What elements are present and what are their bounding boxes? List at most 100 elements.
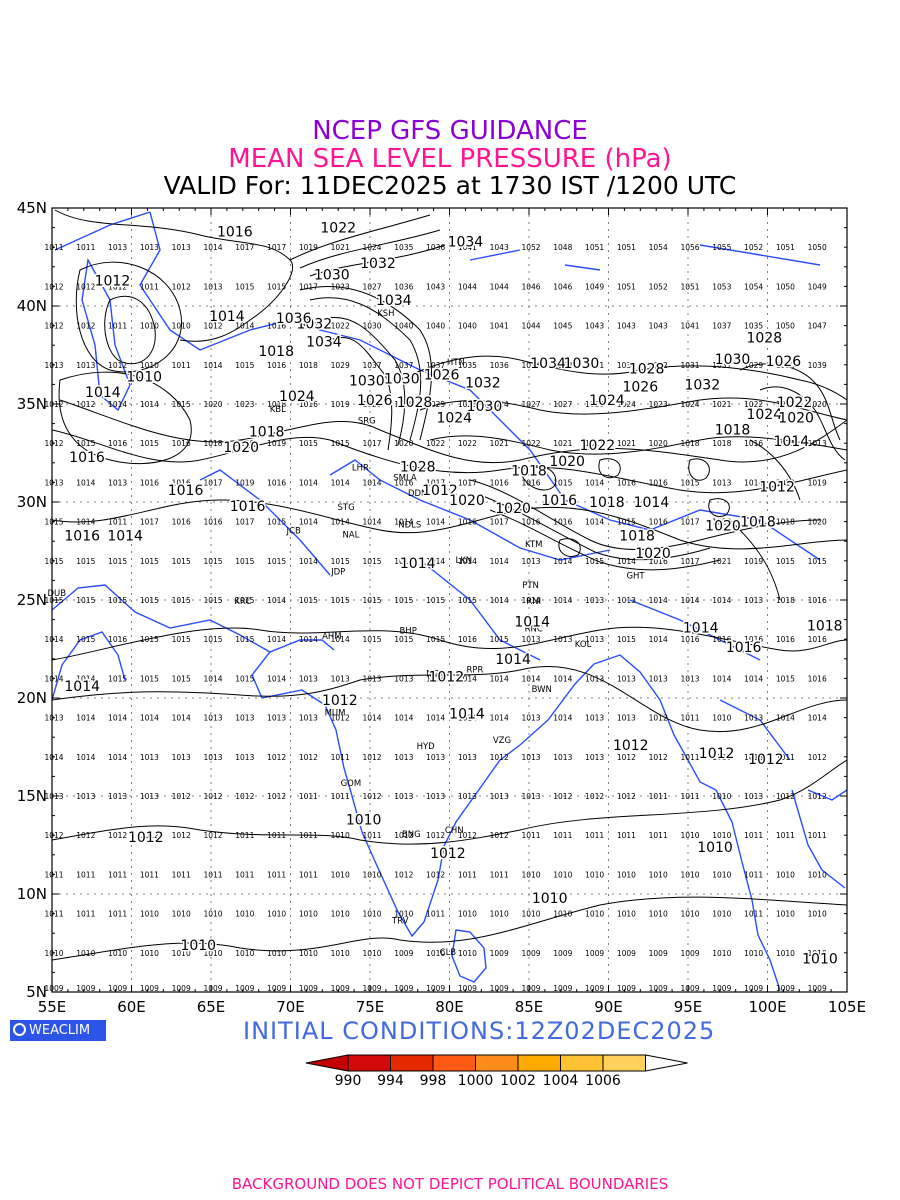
- grid-value: 1014: [203, 674, 222, 683]
- grid-value: 1015: [172, 557, 191, 566]
- grid-value: 1044: [458, 282, 477, 291]
- contour-label: 1022: [320, 221, 356, 237]
- contour-label: 1018: [807, 618, 843, 634]
- grid-value: 1010: [267, 949, 286, 958]
- grid-value: 1015: [617, 518, 636, 527]
- grid-value: 1019: [808, 478, 827, 487]
- grid-value: 1010: [490, 910, 509, 919]
- grid-value: 1010: [426, 949, 445, 958]
- grid-value: 1013: [490, 792, 509, 801]
- grid-value: 1041: [680, 322, 699, 331]
- grid-value: 1013: [394, 792, 413, 801]
- grid-value: 1011: [267, 831, 286, 840]
- grid-value: 1044: [521, 322, 540, 331]
- contour-label: 1034: [306, 334, 342, 350]
- station-code: NDLS: [398, 520, 421, 530]
- contour-label: 1010: [126, 370, 162, 386]
- grid-value: 1011: [235, 870, 254, 879]
- grid-value: 1019: [235, 478, 254, 487]
- grid-value: 1022: [458, 439, 477, 448]
- grid-value: 1016: [744, 439, 763, 448]
- contour-label: 1012: [128, 830, 164, 846]
- latitude-labels: 45N 40N 35N 30N 25N 20N 15N 10N 5N: [17, 199, 47, 1001]
- grid-value: 1011: [680, 714, 699, 723]
- grid-value: 1011: [299, 831, 318, 840]
- grid-value: 1013: [712, 478, 731, 487]
- grid-value: 1015: [776, 557, 795, 566]
- grid-value: 1011: [458, 870, 477, 879]
- grid-value: 1050: [776, 282, 795, 291]
- contour-label: 1010: [346, 813, 382, 829]
- grid-pressure-values: 1011 1011 1013 1013 1013 1014 1017 1017 1019 1021…: [44, 243, 827, 993]
- grid-value: 1014: [458, 557, 477, 566]
- grid-value: 1032: [617, 361, 636, 370]
- grid-value: 1010: [331, 870, 350, 879]
- contour-label: 1012: [322, 693, 358, 709]
- contour-label: 1010: [180, 938, 216, 954]
- grid-value: 1010: [235, 949, 254, 958]
- grid-value: 1013: [108, 792, 127, 801]
- grid-value: 1010: [680, 870, 699, 879]
- contour-label: 1032: [465, 375, 501, 391]
- grid-value: 1014: [108, 400, 127, 409]
- grid-value: 1013: [744, 792, 763, 801]
- grid-value: 1051: [617, 282, 636, 291]
- grid-value: 1009: [394, 949, 413, 958]
- grid-value: 1024: [362, 243, 381, 252]
- grid-value: 1046: [553, 282, 572, 291]
- contour-label: 1014: [634, 495, 670, 511]
- grid-value: 1016: [649, 478, 668, 487]
- grid-value: 1011: [108, 870, 127, 879]
- grid-value: 1043: [490, 243, 509, 252]
- grid-value: 1011: [553, 831, 572, 840]
- grid-value: 1011: [203, 870, 222, 879]
- grid-value: 1009: [617, 984, 636, 993]
- contour-label: 1020: [778, 411, 814, 427]
- grid-value: 1036: [490, 361, 509, 370]
- legend-swatch: [475, 1054, 519, 1072]
- grid-value: 1013: [585, 635, 604, 644]
- grid-value: 1010: [140, 949, 159, 958]
- contour-label: 1032: [684, 377, 720, 393]
- contour-label: 1020: [549, 454, 585, 470]
- grid-value: 1013: [585, 596, 604, 605]
- grid-value: 1015: [808, 557, 827, 566]
- grid-value: 1014: [394, 714, 413, 723]
- grid-value: 1014: [712, 596, 731, 605]
- grid-value: 1021: [712, 400, 731, 409]
- isobars: [52, 209, 847, 961]
- grid-value: 1015: [235, 635, 254, 644]
- grid-value: 1012: [426, 831, 445, 840]
- legend-tick-label: 990: [335, 1073, 362, 1089]
- grid-value: 1012: [362, 753, 381, 762]
- grid-value: 1018: [299, 322, 318, 331]
- grid-value: 1010: [521, 870, 540, 879]
- contour-label: 1020: [223, 440, 259, 456]
- contour-label: 1026: [622, 379, 658, 395]
- grid-value: 1009: [267, 984, 286, 993]
- grid-value: 1054: [744, 282, 763, 291]
- grid-value: 1020: [649, 439, 668, 448]
- contour-label: 1016: [168, 483, 204, 499]
- grid-value: 1009: [235, 984, 254, 993]
- grid-value: 1009: [331, 984, 350, 993]
- grid-value: 1015: [426, 596, 445, 605]
- grid-value: 1015: [172, 635, 191, 644]
- grid-value: 1014: [490, 557, 509, 566]
- isobar-1010-south: [52, 896, 847, 961]
- grid-value: 1031: [585, 361, 604, 370]
- grid-value: 1014: [553, 557, 572, 566]
- grid-value: 1031: [712, 361, 731, 370]
- grid-value: 1012: [649, 714, 668, 723]
- grid-value: 1014: [362, 518, 381, 527]
- grid-value: 1009: [76, 984, 95, 993]
- station-code: BWN: [532, 685, 552, 695]
- grid-value: 1049: [808, 282, 827, 291]
- grid-value: 1018: [267, 400, 286, 409]
- grid-value: 1050: [808, 243, 827, 252]
- grid-value: 1017: [235, 518, 254, 527]
- contour-label: 1028: [746, 330, 782, 346]
- grid-value: 1009: [680, 984, 699, 993]
- contour-label: 1014: [683, 620, 719, 636]
